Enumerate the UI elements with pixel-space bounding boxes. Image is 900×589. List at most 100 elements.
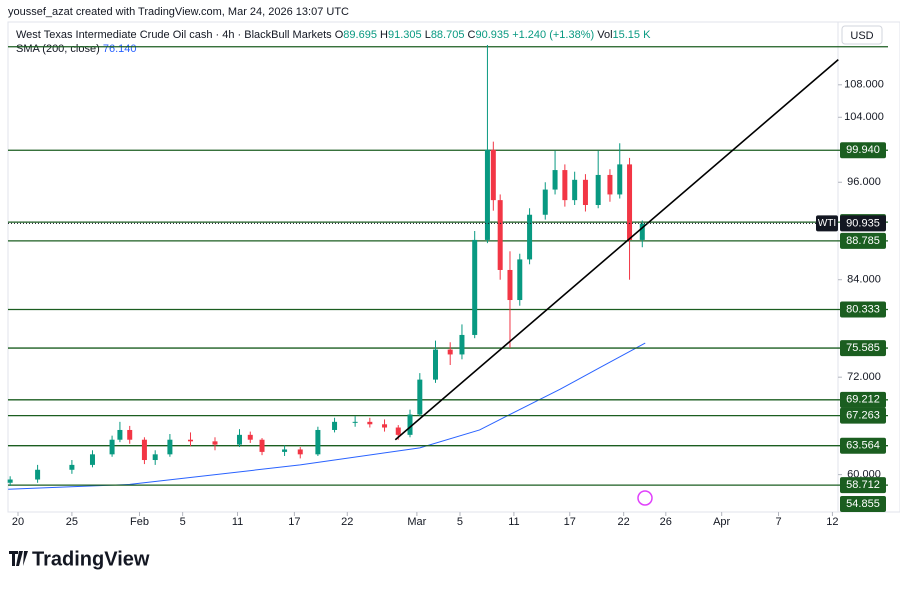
ohlc-label: O [335,29,344,41]
candle-body [352,421,358,423]
candle-body [395,427,401,435]
candle-body [332,421,338,430]
candle-body [382,424,388,428]
candle-body [527,214,533,260]
candle-body [617,164,623,195]
level-label: 75.585 [846,342,880,354]
x-tick-label: 22 [341,516,353,528]
x-tick-label: 11 [232,516,243,528]
volume: 15.15 K [613,29,652,41]
plot-frame [7,21,900,513]
x-tick-label: 17 [288,516,300,528]
sma-line [8,342,646,490]
x-tick-label: 25 [66,516,78,528]
candle-body [212,441,218,445]
level-label-box [840,391,886,408]
event-icon[interactable] [637,490,653,506]
currency[interactable]: USD [850,30,873,42]
candle-body [35,469,41,480]
level-label-box [840,232,886,249]
last-price-label: 90.935 [846,217,880,229]
candle-body [472,239,478,335]
ohlc-value: 88.705 [431,29,465,41]
candle-body [607,174,613,195]
candle-body [582,179,588,205]
x-tick-label: 7 [775,516,781,528]
candle-body [507,269,513,301]
y-tick-label: 84.000 [847,274,881,286]
change: +1.240 (+1.38%) [512,29,594,41]
candle-body [367,421,373,425]
x-tick-label: 11 [508,516,519,528]
ohlc-value: 90.935 [475,29,509,41]
ohlc-label: L [425,29,431,41]
candle-body [595,174,601,205]
y-tick-label: 104.000 [844,111,884,123]
candle-body [484,149,490,240]
legend-line: West Texas Intermediate Crude Oil cash ·… [16,29,651,41]
sma-name: SMA (200, close) [16,43,100,55]
candle-body [236,434,242,445]
candle-body [315,429,321,455]
y-tick-label: 108.000 [844,79,884,91]
trendline [394,59,839,441]
candle-body [152,454,158,461]
level-label-box [840,407,886,424]
symbol-title: West Texas Intermediate Crude Oil cash ·… [16,29,332,41]
logo: TradingView [32,548,150,570]
sma-value: 76.140 [103,43,137,55]
candle-body [187,439,193,442]
candle-body [627,164,633,240]
y-tick-label: 96.000 [847,176,881,188]
candle-body [89,454,95,465]
candle-body [7,479,13,483]
ohlc-label: H [380,29,388,41]
sma-legend: SMA (200, close) 76.140 [16,43,136,55]
ohlc-value: 89.695 [343,29,377,41]
x-tick-label: 17 [564,516,576,528]
candle-body [117,429,123,440]
candle-body [407,414,413,435]
level-label: 69.212 [846,394,880,406]
x-tick-label: 5 [180,516,186,528]
x-tick-label: 22 [618,516,630,528]
volume-label: Vol [597,29,612,41]
level-label-box [840,437,886,454]
candle-body [69,464,75,470]
candle-body [572,179,578,201]
candle-body [639,223,645,240]
x-tick-label: 26 [660,516,672,528]
candle-body [552,170,558,190]
level-label: 58.712 [846,479,880,491]
candle-body [247,434,253,440]
ohlc-label: C [468,29,476,41]
candle-body [459,334,465,355]
level-label: 67.263 [846,410,880,422]
candle-body [562,170,568,201]
symbol-tag: WTI [818,218,836,229]
candle-body [497,200,503,270]
level-label: 54.855 [846,498,880,510]
currency-box[interactable] [841,25,883,45]
level-label-box [840,496,886,512]
candle-body [447,349,453,355]
candle-body [517,259,523,301]
candle-body [141,439,147,461]
candle-body [127,429,133,440]
level-label: 63.564 [846,440,880,452]
candle-body [432,349,438,380]
candle-body [490,149,496,201]
y-tick-label: 72.000 [847,371,881,383]
level-label-box [840,301,886,318]
ohlc-value: 91.305 [388,29,422,41]
level-label: 88.785 [846,235,880,247]
candle-body [417,379,423,415]
level-label: 99.940 [846,144,880,156]
x-tick-label: Feb [130,516,149,528]
x-tick-label: 20 [12,516,24,528]
level-label-box [840,340,886,357]
candle-body [259,439,265,452]
logo-mark [9,551,28,566]
